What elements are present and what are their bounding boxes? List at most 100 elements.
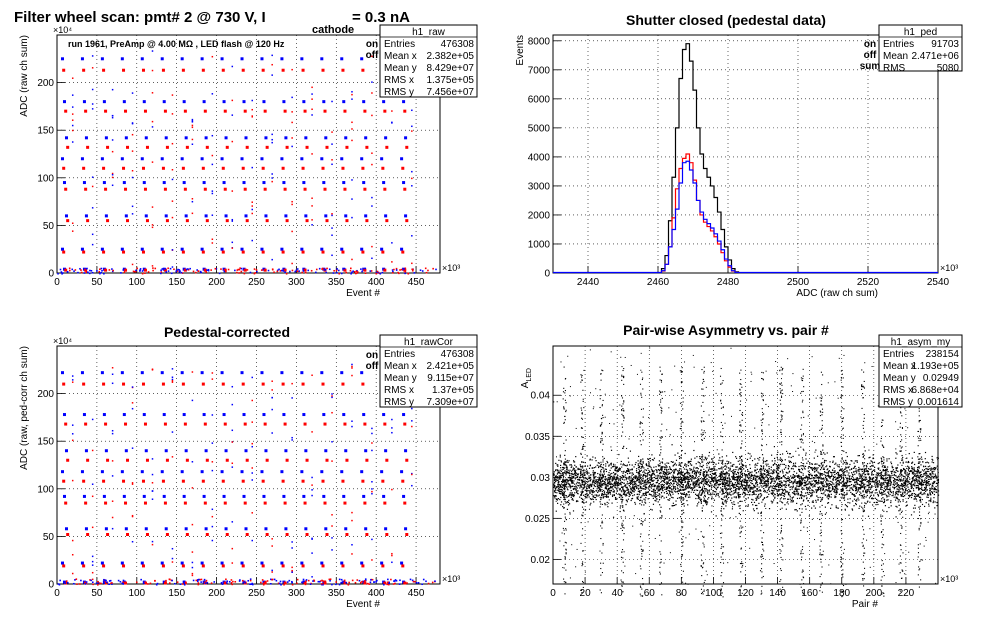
asym-point — [921, 483, 923, 485]
asym-point — [936, 482, 938, 485]
asym-point — [684, 488, 686, 490]
cor-baseline-point — [322, 583, 324, 586]
asym-point — [592, 473, 595, 475]
asym-point — [789, 496, 791, 498]
asym-point — [613, 473, 616, 475]
cor-transition-point — [351, 365, 353, 368]
raw-on-mark — [142, 100, 146, 104]
cor-off-mark — [283, 501, 287, 505]
cor-transition-point — [111, 527, 114, 530]
asym-point — [868, 485, 870, 487]
asym-point — [676, 490, 679, 493]
asym-point — [805, 481, 808, 483]
asym-point — [790, 481, 792, 484]
asym-point — [694, 457, 696, 459]
raw-on-mark — [220, 247, 224, 251]
asym-point — [830, 475, 833, 478]
asym-point — [781, 502, 784, 504]
asym-xtick-label: 60 — [644, 588, 656, 599]
asym-point — [814, 468, 816, 470]
asym-point — [896, 497, 899, 500]
asym-point — [694, 485, 696, 487]
asym-point — [686, 483, 689, 485]
raw-baseline-point — [249, 271, 252, 274]
asym-point — [737, 496, 740, 498]
asym-point — [904, 492, 906, 494]
raw-off-mark — [122, 250, 126, 254]
asym-point — [594, 485, 596, 488]
asym-point — [803, 495, 805, 497]
asym-point — [778, 475, 780, 478]
cor-baseline-point — [270, 582, 272, 585]
raw-baseline-point — [144, 272, 146, 274]
cor-transition-point — [131, 402, 134, 404]
cor-baseline-point — [80, 579, 82, 582]
asym-point — [835, 506, 837, 509]
asym-point — [647, 461, 650, 463]
cor-baseline-point — [301, 581, 303, 584]
asym-point — [726, 472, 728, 474]
raw-on-mark — [262, 181, 266, 185]
cor-transition-point — [371, 449, 373, 452]
asym-point — [699, 494, 701, 496]
asym-point — [638, 478, 640, 481]
raw-baseline-point — [175, 270, 178, 273]
asym-point — [616, 481, 618, 483]
asym-point — [675, 464, 678, 466]
asym-point — [582, 479, 584, 481]
asym-point — [839, 476, 841, 478]
asym-point — [874, 470, 876, 473]
asym-point — [925, 473, 927, 475]
asym-point — [706, 492, 709, 494]
raw-transition-point — [151, 120, 154, 123]
asym-point — [831, 504, 833, 506]
raw-baseline-point — [83, 272, 86, 274]
asym-point — [752, 499, 754, 501]
raw-off-mark — [263, 187, 267, 191]
asym-point — [853, 470, 855, 473]
asym-point — [615, 484, 617, 487]
asym-point — [772, 464, 775, 466]
asym-point — [635, 483, 637, 485]
raw-baseline-point — [310, 269, 313, 272]
asym-point — [607, 481, 609, 483]
asym-point — [839, 468, 842, 470]
cor-off-mark — [124, 422, 128, 426]
asym-point — [761, 482, 763, 484]
asym-point — [587, 483, 589, 486]
asym-point — [606, 478, 608, 480]
raw-transition-point — [251, 99, 253, 102]
cor-off-mark — [223, 501, 227, 505]
asym-point — [650, 484, 653, 486]
raw-baseline-point — [392, 270, 394, 273]
cor-transition-point — [271, 396, 273, 399]
asym-point — [585, 501, 588, 503]
ped-ytick-label: 1000 — [528, 239, 551, 250]
asym-point — [883, 487, 885, 489]
asym-point — [571, 477, 573, 480]
asym-point — [866, 501, 869, 503]
cor-baseline-point — [312, 580, 314, 582]
asym-point — [751, 501, 753, 504]
raw-baseline-point — [60, 271, 63, 273]
raw-baseline-point — [196, 269, 198, 271]
asym-point — [893, 483, 895, 485]
asym-point — [783, 463, 786, 466]
asym-point — [886, 469, 888, 472]
cor-off-mark — [165, 458, 169, 462]
cor-baseline-point — [358, 579, 361, 582]
asym-point — [851, 508, 853, 510]
asym-point — [708, 455, 710, 457]
raw-off-mark — [405, 219, 409, 223]
raw-off-mark — [141, 250, 145, 254]
asym-point — [630, 482, 632, 484]
asym-point — [844, 474, 846, 477]
asym-point — [841, 477, 843, 480]
asym-point — [566, 468, 568, 470]
asym-point — [813, 468, 815, 470]
asym-point — [697, 461, 699, 463]
asym-point — [699, 482, 701, 484]
asym-point — [678, 469, 680, 471]
asym-point — [795, 482, 797, 485]
cor-off-mark — [104, 581, 108, 585]
